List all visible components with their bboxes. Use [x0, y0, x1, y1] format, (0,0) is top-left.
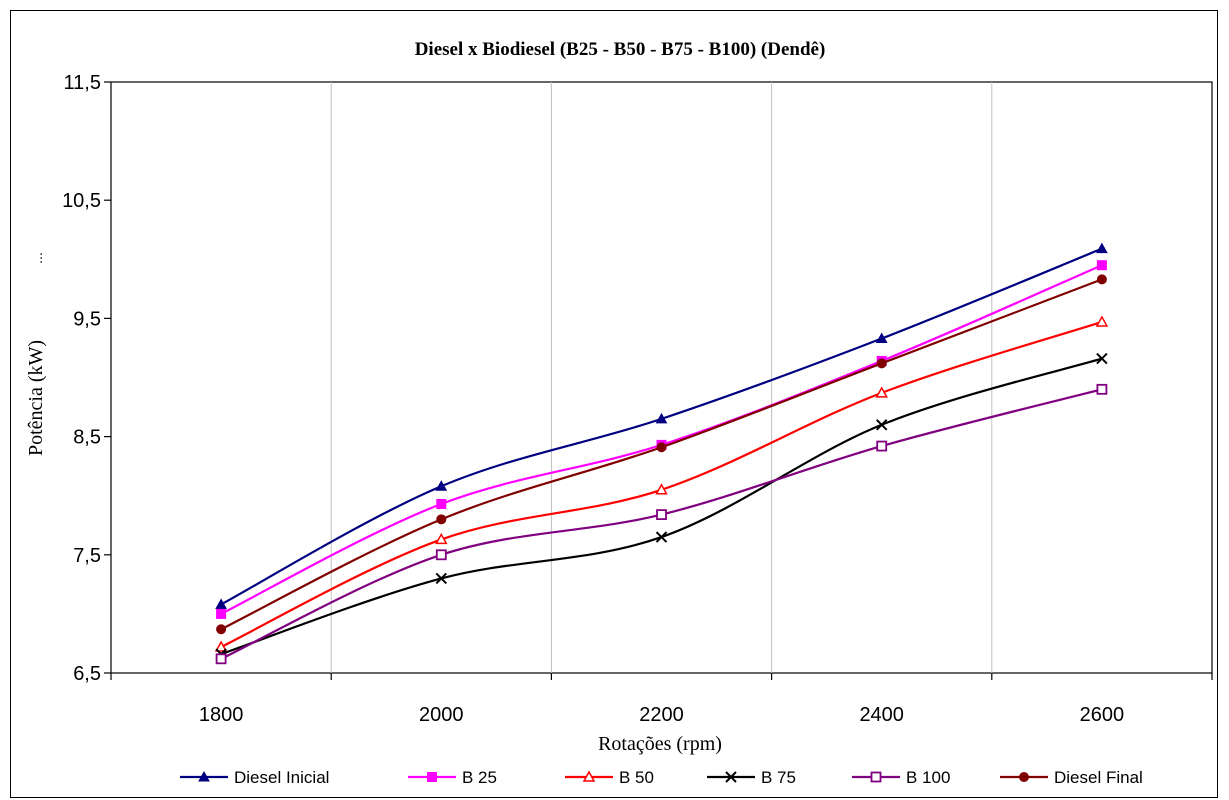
- data-point: [436, 514, 447, 525]
- series-line: [220, 247, 1103, 606]
- x-axis-label: Rotações (rpm): [598, 733, 722, 755]
- x-tick-label: 2600: [1080, 704, 1125, 726]
- legend-marker: [725, 771, 737, 783]
- series-b-100: [215, 383, 1108, 665]
- data-point: [1096, 274, 1107, 285]
- series-line: [220, 278, 1103, 631]
- data-point: [435, 572, 448, 585]
- grid-lines: [330, 82, 993, 673]
- legend-marker: [870, 771, 882, 783]
- legend: Diesel Inicial B 25 B 50 B 75 B 100 Diesel Fi…: [180, 768, 1143, 787]
- data-point: [1095, 315, 1109, 327]
- legend-label: B 75: [761, 768, 796, 787]
- data-point: [215, 598, 227, 609]
- x-tick-label: 2400: [859, 704, 904, 726]
- y-tick-label: 9,5: [73, 308, 101, 330]
- series-layer: [214, 242, 1109, 665]
- series-b-50: [214, 315, 1109, 652]
- data-point: [876, 358, 887, 369]
- data-point: [436, 498, 447, 509]
- series-diesel-final: [216, 274, 1107, 635]
- series-b-75: [215, 352, 1108, 660]
- series-line: [220, 357, 1103, 656]
- data-point: [875, 386, 888, 398]
- y-axis-label: Potência (kW): [25, 340, 47, 456]
- data-point: [435, 532, 448, 545]
- legend-label: B 25: [462, 768, 497, 787]
- data-point: [655, 483, 668, 495]
- data-point: [1096, 260, 1107, 271]
- plot-area: [110, 81, 1213, 674]
- data-point: [435, 549, 447, 561]
- legend-marker: [198, 770, 210, 782]
- data-point: [875, 419, 888, 431]
- series-b-25: [216, 260, 1107, 619]
- legend-entry: B 50: [565, 768, 654, 787]
- data-point: [656, 442, 667, 453]
- data-point: [214, 640, 228, 652]
- legend-entry: B 100: [852, 768, 950, 787]
- data-point: [435, 480, 448, 491]
- legend-entry: Diesel Final: [1000, 768, 1143, 787]
- legend-label: Diesel Inicial: [234, 768, 329, 787]
- data-point: [216, 608, 227, 619]
- legend-entry: B 75: [707, 768, 796, 787]
- data-point: [1096, 352, 1108, 365]
- data-point: [655, 412, 668, 424]
- data-point: [215, 653, 227, 665]
- legend-marker: [427, 772, 437, 782]
- y-tick-label: 11,5: [64, 72, 101, 94]
- legend-label: Diesel Final: [1054, 768, 1143, 787]
- data-point: [876, 440, 888, 452]
- y-axis-marker: ...: [29, 252, 45, 264]
- y-tick-label: 6,5: [73, 663, 101, 685]
- chart-frame: [10, 10, 1218, 798]
- legend-entry: Diesel Inicial: [180, 768, 329, 787]
- legend-label: B 50: [619, 768, 654, 787]
- chart-title: Diesel x Biodiesel (B25 - B50 - B75 - B1…: [415, 39, 826, 60]
- legend-label: B 100: [906, 768, 950, 787]
- x-tick-label: 1800: [199, 704, 244, 726]
- legend-marker: [1019, 772, 1029, 782]
- y-tick-label: 8,5: [73, 427, 101, 449]
- data-point: [875, 332, 888, 343]
- x-tick-label: 2200: [639, 704, 684, 726]
- series-line: [220, 388, 1103, 660]
- axes: 6,5 7,5 8,5 9,5 10,5 11,5 1800 2000 2200 2400 2600: [62, 72, 1213, 726]
- data-point: [1096, 242, 1108, 254]
- y-tick-label: 7,5: [73, 545, 101, 567]
- data-point: [656, 509, 667, 521]
- data-point: [655, 531, 668, 543]
- legend-marker: [582, 770, 596, 782]
- legend-entry: B 25: [408, 768, 497, 787]
- data-point: [216, 624, 227, 635]
- series-diesel-inicial: [215, 242, 1108, 609]
- x-tick-label: 2000: [419, 704, 464, 726]
- y-tick-label: 10,5: [62, 190, 101, 212]
- data-point: [1096, 383, 1108, 395]
